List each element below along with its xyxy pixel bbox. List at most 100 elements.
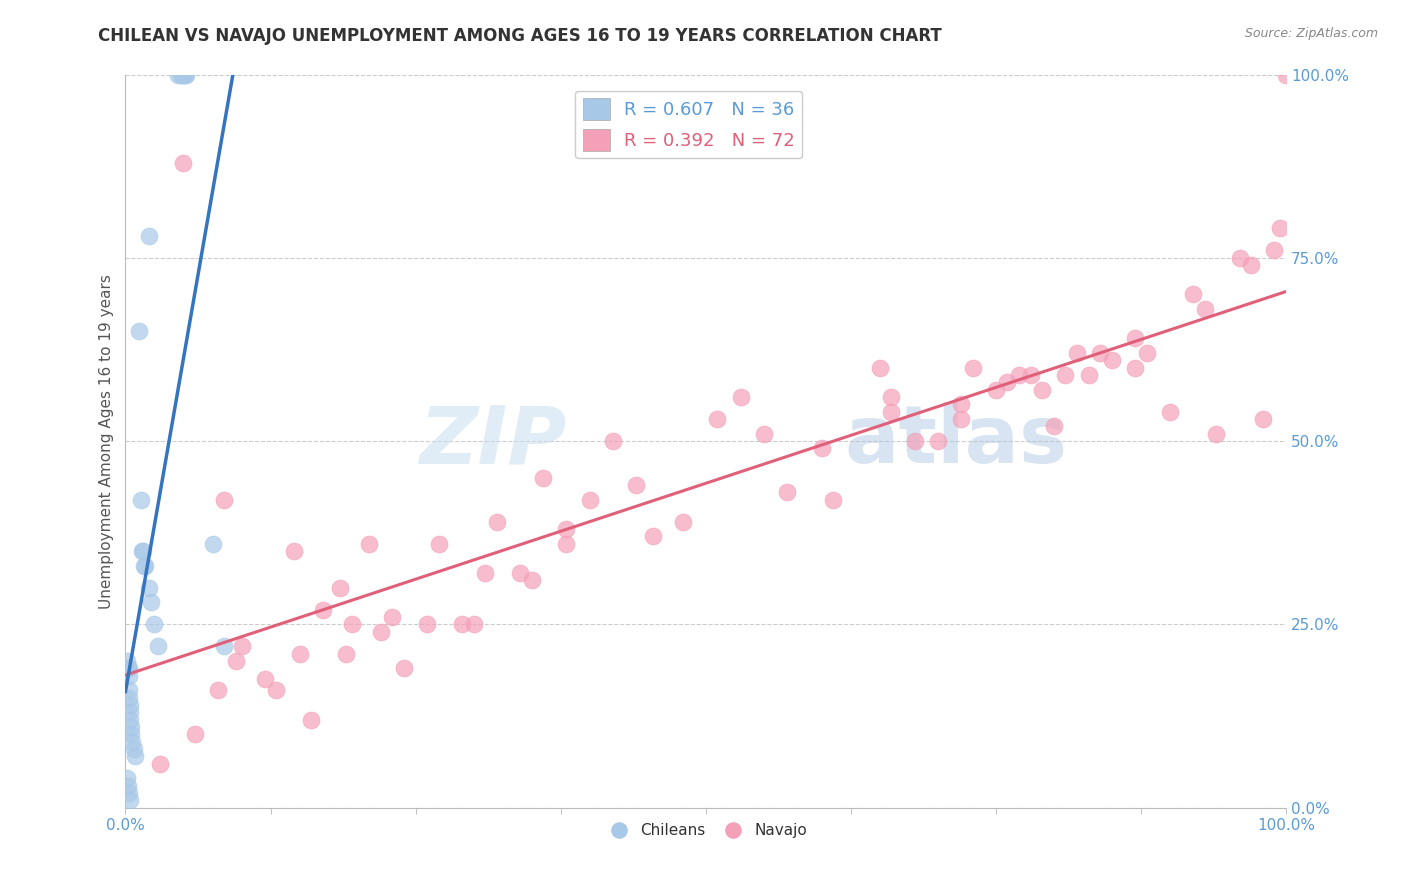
Navajo [1268, 221, 1291, 235]
Navajo [1194, 302, 1216, 317]
Navajo [312, 603, 335, 617]
Text: ZIP: ZIP [419, 402, 567, 480]
Navajo [1229, 251, 1251, 265]
Navajo [231, 640, 253, 654]
Chileans [124, 749, 146, 764]
Navajo [997, 376, 1019, 390]
Navajo [207, 683, 229, 698]
Chileans [115, 654, 138, 668]
Navajo [1031, 383, 1053, 397]
Navajo [288, 647, 311, 661]
Navajo [555, 537, 578, 551]
Navajo [927, 434, 949, 449]
Chileans [139, 595, 162, 609]
Navajo [509, 566, 531, 581]
Navajo [950, 397, 973, 411]
Chileans [120, 698, 142, 712]
Navajo [485, 515, 508, 529]
Chileans [117, 661, 139, 675]
Navajo [299, 713, 322, 727]
Chileans [212, 640, 235, 654]
Navajo [451, 617, 474, 632]
Chileans [117, 779, 139, 793]
Navajo [474, 566, 496, 581]
Navajo [381, 610, 404, 624]
Navajo [416, 617, 439, 632]
Navajo [427, 537, 450, 551]
Chileans [134, 558, 156, 573]
Navajo [810, 442, 832, 456]
Chileans [122, 742, 145, 756]
Navajo [531, 471, 554, 485]
Chileans [129, 492, 152, 507]
Navajo [340, 617, 363, 632]
Navajo [823, 492, 845, 507]
Chileans [118, 661, 141, 675]
Navajo [463, 617, 485, 632]
Chileans [143, 617, 166, 632]
Navajo [225, 654, 247, 668]
Navajo [212, 492, 235, 507]
Navajo [370, 624, 392, 639]
Navajo [329, 581, 352, 595]
Text: CHILEAN VS NAVAJO UNEMPLOYMENT AMONG AGES 16 TO 19 YEARS CORRELATION CHART: CHILEAN VS NAVAJO UNEMPLOYMENT AMONG AGE… [98, 27, 942, 45]
Navajo [1066, 346, 1088, 360]
Navajo [903, 434, 925, 449]
Text: atlas: atlas [845, 402, 1069, 480]
Navajo [869, 360, 891, 375]
Navajo [1240, 258, 1263, 272]
Navajo [1019, 368, 1042, 383]
Chileans [120, 793, 142, 807]
Navajo [555, 522, 578, 536]
Chileans [146, 640, 169, 654]
Navajo [1263, 244, 1285, 258]
Navajo [643, 529, 665, 543]
Chileans [115, 772, 138, 786]
Navajo [950, 412, 973, 426]
Navajo [149, 756, 172, 771]
Text: Source: ZipAtlas.com: Source: ZipAtlas.com [1244, 27, 1378, 40]
Navajo [1182, 287, 1205, 301]
Navajo [1090, 346, 1112, 360]
Navajo [1205, 426, 1227, 441]
Navajo [730, 390, 752, 404]
Chileans [121, 735, 143, 749]
Navajo [266, 683, 288, 698]
Chileans [118, 683, 141, 698]
Navajo [1251, 412, 1274, 426]
Legend: Chileans, Navajo: Chileans, Navajo [598, 817, 814, 844]
Chileans [166, 68, 188, 82]
Chileans [118, 690, 141, 705]
Chileans [120, 727, 142, 741]
Chileans [118, 669, 141, 683]
Chileans [128, 324, 150, 338]
Chileans [120, 720, 142, 734]
Navajo [1275, 68, 1298, 82]
Navajo [1077, 368, 1099, 383]
Navajo [520, 574, 543, 588]
Navajo [624, 478, 647, 492]
Navajo [283, 544, 305, 558]
Navajo [335, 647, 357, 661]
Navajo [253, 673, 276, 687]
Navajo [706, 412, 728, 426]
Chileans [173, 68, 195, 82]
Navajo [1054, 368, 1077, 383]
Chileans [120, 706, 142, 720]
Navajo [776, 485, 799, 500]
Navajo [1043, 419, 1066, 434]
Navajo [880, 405, 903, 419]
Navajo [1123, 331, 1146, 345]
Chileans [201, 537, 224, 551]
Chileans [138, 228, 160, 243]
Chileans [138, 581, 160, 595]
Navajo [880, 390, 903, 404]
Chileans [118, 786, 141, 800]
Navajo [173, 155, 195, 169]
Y-axis label: Unemployment Among Ages 16 to 19 years: Unemployment Among Ages 16 to 19 years [100, 274, 114, 608]
Chileans [170, 68, 193, 82]
Chileans [120, 713, 142, 727]
Navajo [184, 727, 207, 741]
Navajo [984, 383, 1007, 397]
Chileans [173, 68, 195, 82]
